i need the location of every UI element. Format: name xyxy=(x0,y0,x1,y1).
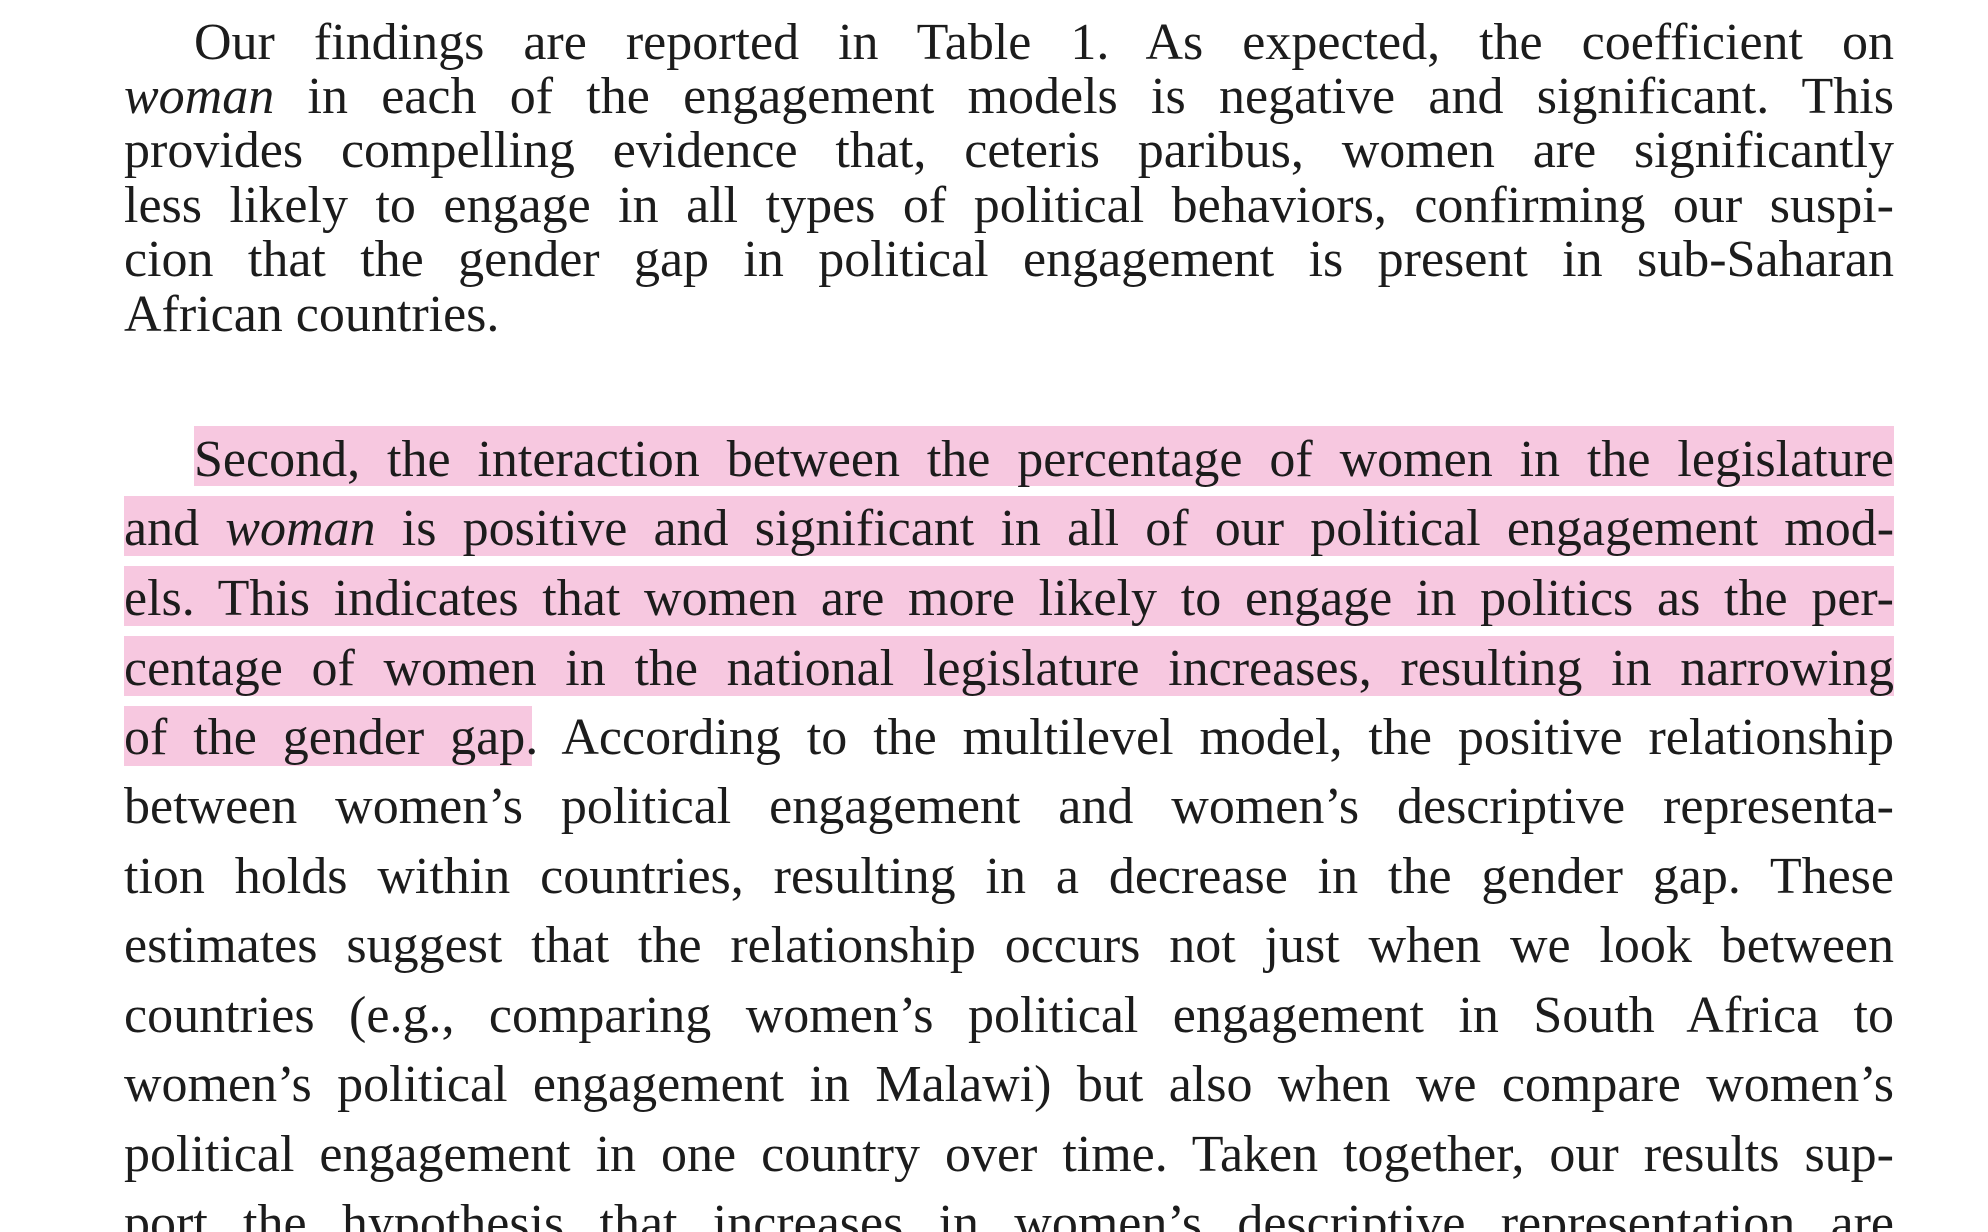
p1-line-4: less likely to engage in all types of po… xyxy=(124,171,1894,241)
p2-line-10: women’s political engagement in Malawi) … xyxy=(124,1050,1894,1120)
p2-line-2-a: and xyxy=(124,500,200,557)
p2-line-7-text: tion holds within countries, resulting i… xyxy=(124,848,1894,905)
p2-line-5: of the gender gap. According to the mult… xyxy=(124,703,1894,773)
p2-line-12-text: port the hypothesis that increases in wo… xyxy=(124,1195,1894,1232)
p2-line-3-text: els. This indicates that women are more … xyxy=(124,570,1894,627)
highlight-band-1 xyxy=(194,426,1894,486)
p2-line-8: estimates suggest that the relationship … xyxy=(124,911,1894,981)
p1-line-3-text: provides compelling evidence that, ceter… xyxy=(124,122,1894,179)
p2-line-4: centage of women in the national legisla… xyxy=(124,634,1894,704)
p1-line-2: woman in each of the engagement models i… xyxy=(124,62,1894,132)
p2-line-11: political engagement in one country over… xyxy=(124,1120,1894,1190)
p2-line-12: port the hypothesis that increases in wo… xyxy=(124,1189,1894,1232)
p2-line-6-text: between women’s political engagement and… xyxy=(124,778,1894,835)
p2-italic-word: woman xyxy=(225,500,376,557)
p1-line-3: provides compelling evidence that, ceter… xyxy=(124,116,1894,186)
p1-line-6: African countries. xyxy=(124,280,1894,350)
p2-line-11-text: political engagement in one country over… xyxy=(124,1126,1894,1183)
highlight-band-5 xyxy=(124,706,532,766)
p2-line-2: and woman is positive and significant in… xyxy=(124,494,1894,564)
document-page: Our findings are reported in Table 1. As… xyxy=(124,0,1894,1232)
p2-line-5-rest: According to the multilevel model, the p… xyxy=(561,709,1894,766)
highlight-band-4 xyxy=(124,636,1894,696)
p2-line-7: tion holds within countries, resulting i… xyxy=(124,842,1894,912)
highlight-band-2 xyxy=(124,496,1894,556)
p1-line-1: Our findings are reported in Table 1. As… xyxy=(194,8,1894,78)
p2-line-9: countries (e.g., comparing women’s polit… xyxy=(124,981,1894,1051)
p2-line-5-highlighted: of the gender gap. xyxy=(124,709,539,766)
p1-line-1-text: Our findings are reported in Table 1. As… xyxy=(194,14,1894,71)
p2-line-6: between women’s political engagement and… xyxy=(124,772,1894,842)
highlight-band-3 xyxy=(124,566,1894,626)
p2-line-8-text: estimates suggest that the relationship … xyxy=(124,917,1894,974)
p2-line-4-text: centage of women in the national legisla… xyxy=(124,640,1894,697)
p1-line-6-text: African countries. xyxy=(124,286,500,343)
p2-line-9-text: countries (e.g., comparing women’s polit… xyxy=(124,987,1894,1044)
p2-line-10-text: women’s political engagement in Malawi) … xyxy=(124,1056,1894,1113)
p1-line-4-text: less likely to engage in all types of po… xyxy=(124,177,1894,234)
p2-line-2-b: is positive and significant in all of ou… xyxy=(401,500,1894,557)
p2-line-1-text: Second, the interaction between the perc… xyxy=(194,431,1894,488)
p1-line-2-text: in each of the engagement models is nega… xyxy=(307,68,1894,125)
p1-italic-word: woman xyxy=(124,68,275,125)
p1-line-5: cion that the gender gap in political en… xyxy=(124,225,1894,295)
p2-line-3: els. This indicates that women are more … xyxy=(124,564,1894,634)
p2-line-1: Second, the interaction between the perc… xyxy=(194,425,1894,495)
p1-line-5-text: cion that the gender gap in political en… xyxy=(124,231,1894,288)
